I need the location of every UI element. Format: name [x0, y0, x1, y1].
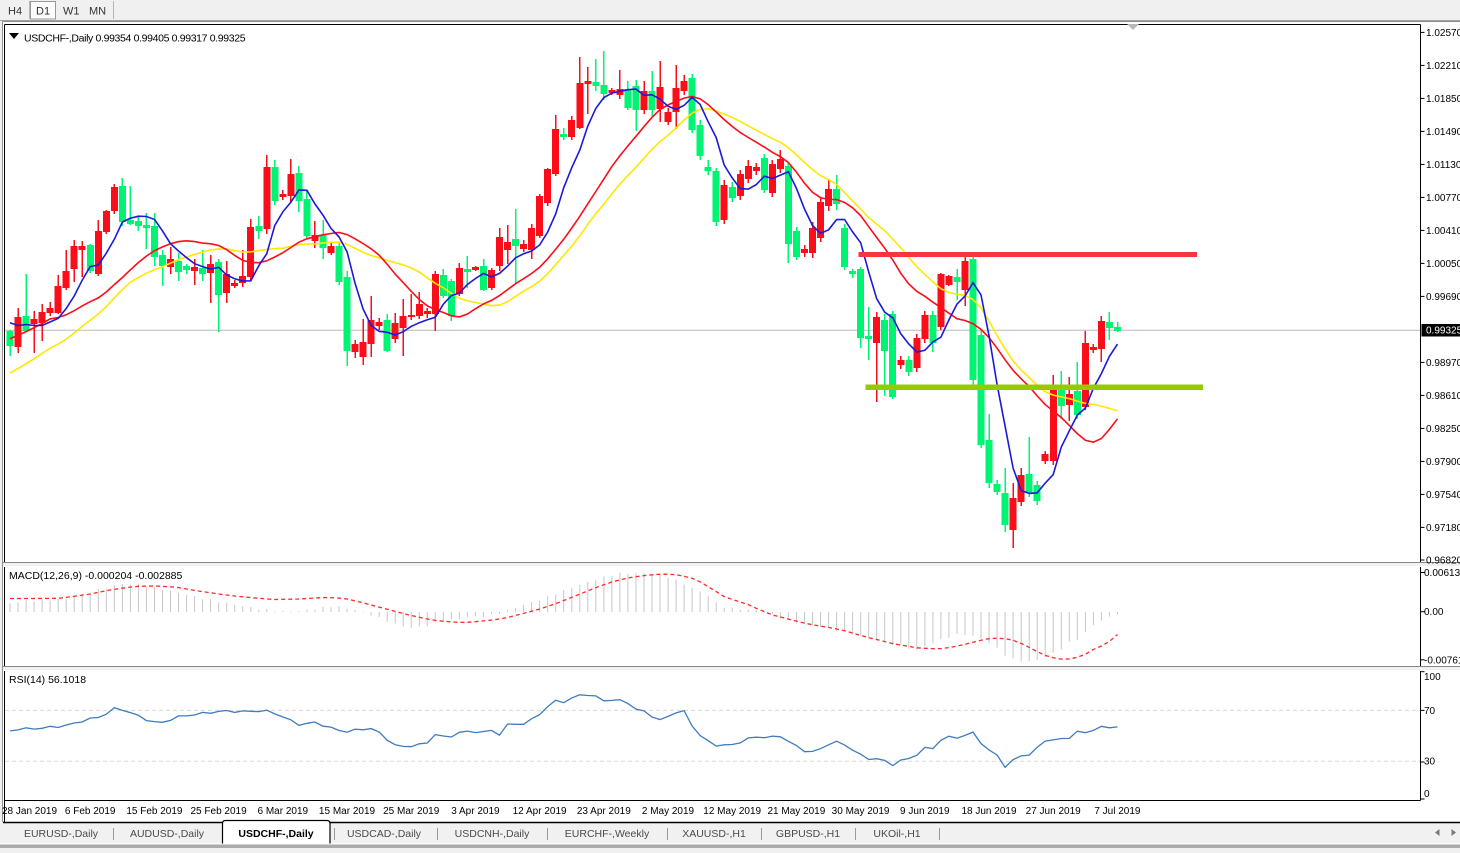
svg-text:12 May 2019: 12 May 2019 [703, 806, 761, 817]
svg-text:1.00770: 1.00770 [1426, 193, 1460, 204]
svg-text:0.97540: 0.97540 [1426, 490, 1460, 501]
svg-text:9 Jun 2019: 9 Jun 2019 [900, 806, 950, 817]
svg-text:12 Apr 2019: 12 Apr 2019 [513, 806, 567, 817]
svg-text:70: 70 [1424, 706, 1436, 717]
svg-text:0.97900: 0.97900 [1426, 457, 1460, 468]
svg-text:1.01130: 1.01130 [1426, 160, 1460, 171]
svg-text:0: 0 [1424, 789, 1430, 800]
svg-text:W1: W1 [63, 6, 80, 18]
svg-text:0.00613: 0.00613 [1424, 568, 1460, 579]
svg-text:GBPUSD-,H1: GBPUSD-,H1 [776, 828, 840, 840]
svg-text:USDCHF-,Daily 0.99354 0.99405: USDCHF-,Daily 0.99354 0.99405 0.99317 0.… [24, 33, 246, 45]
svg-text:UKOil-,H1: UKOil-,H1 [873, 828, 920, 840]
svg-text:0.96820: 0.96820 [1426, 556, 1460, 567]
svg-text:0.97180: 0.97180 [1426, 523, 1460, 534]
svg-text:1.00410: 1.00410 [1426, 226, 1460, 237]
svg-text:USDCNH-,Daily: USDCNH-,Daily [455, 828, 530, 840]
svg-text:6 Mar 2019: 6 Mar 2019 [258, 806, 309, 817]
svg-text:30: 30 [1424, 757, 1436, 768]
svg-text:MN: MN [89, 6, 106, 18]
svg-text:25 Mar 2019: 25 Mar 2019 [383, 806, 440, 817]
svg-text:30 May 2019: 30 May 2019 [832, 806, 890, 817]
svg-text:15 Feb 2019: 15 Feb 2019 [126, 806, 183, 817]
svg-text:RSI(14) 56.1018: RSI(14) 56.1018 [9, 674, 86, 686]
svg-text:2 May 2019: 2 May 2019 [642, 806, 695, 817]
svg-text:1.02210: 1.02210 [1426, 61, 1460, 72]
svg-text:USDCAD-,Daily: USDCAD-,Daily [347, 828, 422, 840]
svg-text:0.00: 0.00 [1424, 607, 1444, 618]
svg-text:XAUUSD-,H1: XAUUSD-,H1 [682, 828, 746, 840]
svg-text:1.00050: 1.00050 [1426, 259, 1460, 270]
svg-text:3 Apr 2019: 3 Apr 2019 [451, 806, 500, 817]
svg-text:EURCHF-,Weekly: EURCHF-,Weekly [565, 828, 650, 840]
svg-text:AUDUSD-,Daily: AUDUSD-,Daily [130, 828, 205, 840]
svg-text:15 Mar 2019: 15 Mar 2019 [319, 806, 376, 817]
svg-text:-0.00761: -0.00761 [1424, 655, 1460, 666]
svg-text:1.01850: 1.01850 [1426, 94, 1460, 105]
svg-text:18 Jun 2019: 18 Jun 2019 [961, 806, 1016, 817]
svg-text:0.99325: 0.99325 [1426, 326, 1460, 337]
svg-text:28 Jan 2019: 28 Jan 2019 [2, 806, 57, 817]
svg-text:USDCHF-,Daily: USDCHF-,Daily [238, 828, 313, 840]
svg-text:1.01490: 1.01490 [1426, 127, 1460, 138]
svg-text:0.98250: 0.98250 [1426, 424, 1460, 435]
svg-text:D1: D1 [36, 6, 50, 18]
svg-text:7 Jul 2019: 7 Jul 2019 [1094, 806, 1141, 817]
svg-text:0.98970: 0.98970 [1426, 358, 1460, 369]
svg-text:6 Feb 2019: 6 Feb 2019 [65, 806, 116, 817]
svg-text:EURUSD-,Daily: EURUSD-,Daily [24, 828, 99, 840]
svg-text:0.98610: 0.98610 [1426, 391, 1460, 402]
svg-text:23 Apr 2019: 23 Apr 2019 [577, 806, 631, 817]
svg-text:MACD(12,26,9) -0.000204 -0.002: MACD(12,26,9) -0.000204 -0.002885 [9, 570, 183, 582]
svg-text:25 Feb 2019: 25 Feb 2019 [191, 806, 248, 817]
svg-text:0.99690: 0.99690 [1426, 292, 1460, 303]
svg-text:1.02570: 1.02570 [1426, 28, 1460, 39]
svg-text:H4: H4 [8, 6, 22, 18]
svg-text:27 Jun 2019: 27 Jun 2019 [1026, 806, 1081, 817]
svg-text:100: 100 [1424, 672, 1441, 683]
svg-text:21 May 2019: 21 May 2019 [767, 806, 825, 817]
